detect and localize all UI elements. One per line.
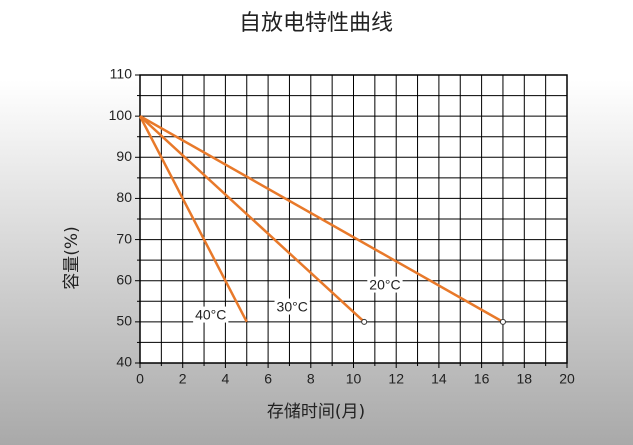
y-tick-label: 50 [116,313,132,329]
x-tick-label: 18 [517,371,533,387]
end-marker [499,318,506,325]
series-label: 40°C [195,307,226,323]
x-tick-label: 2 [179,371,187,387]
series-label-bg [274,298,310,315]
y-tick-label: 40 [116,354,132,370]
y-tick-label: 70 [116,230,132,246]
x-tick-label: 12 [388,371,404,387]
series-label-bg [367,276,403,293]
series-line [139,115,366,323]
x-tick-label: 0 [136,371,144,387]
y-tick-label: 110 [110,66,133,82]
y-axis-label: 容量(%) [62,226,82,289]
series-line [139,115,504,323]
x-axis-label: 存储时间(月) [267,402,365,422]
series-line [138,115,248,323]
end-marker [361,318,368,325]
series-label: 30°C [277,299,308,315]
x-tick-label: 6 [264,371,272,387]
x-tick-label: 14 [431,371,447,387]
x-tick-label: 16 [474,371,490,387]
y-tick-label: 60 [116,271,132,287]
y-tick-label: 80 [116,189,132,205]
x-tick-label: 10 [346,371,362,387]
y-tick-label: 100 [109,107,133,123]
x-tick-label: 20 [559,371,575,387]
plot-border [139,74,568,364]
chart-title: 自放电特性曲线 [239,11,393,36]
series-label-bg [193,306,229,323]
y-tick-label: 90 [116,148,132,164]
x-tick-label: 4 [222,371,230,387]
series-label: 20°C [369,277,400,293]
x-tick-label: 8 [307,371,315,387]
